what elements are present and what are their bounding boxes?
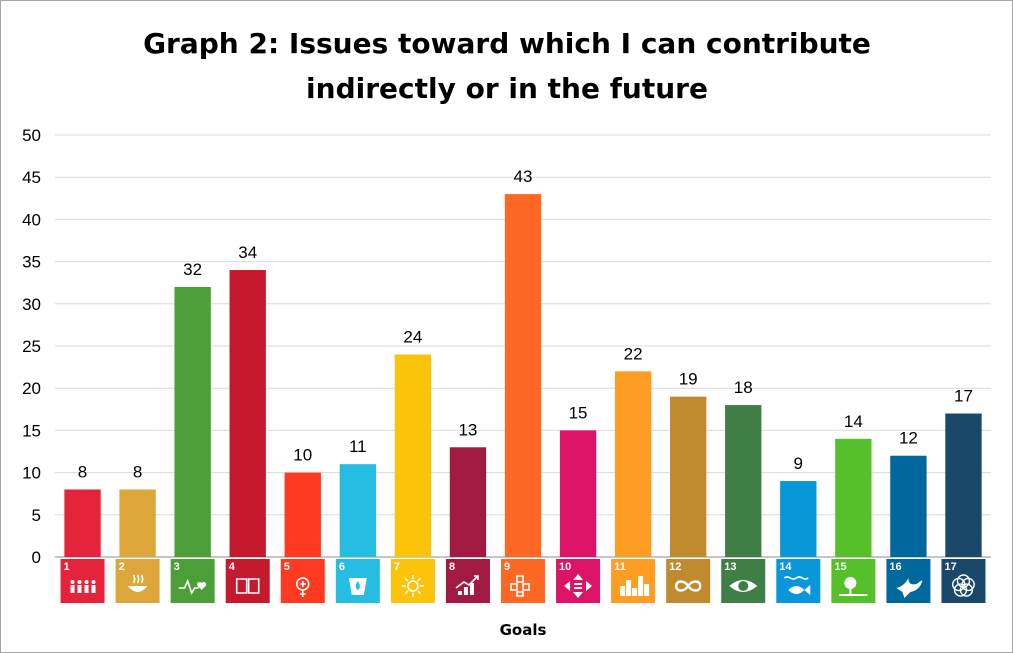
x-tick-label: 13: [724, 561, 736, 573]
x-tick-label: 10: [559, 561, 571, 573]
chart-title-line-2: indirectly or in the future: [306, 72, 708, 105]
bar-goal-12: [670, 396, 707, 557]
y-tick-label: 45: [22, 168, 41, 187]
bar-goal-8: [449, 447, 487, 557]
bar-goal-3: [174, 286, 211, 557]
data-label-goal-8: 13: [458, 420, 477, 439]
x-tick-label: 6: [339, 561, 345, 573]
goal-icons: 1 2 3 4 5 6 7 8 9 10 11 12 13 14 15 16 17: [60, 559, 986, 603]
y-tick-label: 30: [22, 295, 41, 314]
bar-goal-16: [890, 455, 927, 557]
people-icon: 1: [60, 559, 105, 603]
x-tick-label: 5: [284, 561, 290, 573]
bowl-icon: 2: [115, 559, 160, 603]
y-tick-label: 5: [32, 506, 41, 525]
city-icon: 11: [611, 559, 656, 603]
bar-goal-10: [559, 430, 597, 557]
tree-icon: 15: [831, 559, 876, 603]
data-label-goal-15: 14: [844, 412, 863, 431]
bar-goal-1: [64, 489, 101, 557]
x-tick-label: 7: [394, 561, 400, 573]
x-tick-label: 1: [64, 561, 70, 573]
data-label-goal-11: 22: [624, 344, 643, 363]
y-tick-label: 10: [22, 464, 41, 483]
data-label-goal-16: 12: [899, 429, 918, 448]
x-axis-label: Goals: [500, 621, 547, 639]
data-label-goal-3: 32: [183, 260, 202, 279]
data-label-goal-17: 17: [954, 387, 973, 406]
x-tick-label: 12: [669, 561, 681, 573]
data-label-goal-13: 18: [734, 378, 753, 397]
x-tick-label: 8: [449, 561, 455, 573]
data-label-goal-14: 9: [794, 454, 803, 473]
data-label-goal-7: 24: [403, 327, 422, 346]
gender-icon: 5: [280, 559, 325, 603]
chart-title-line-1: Graph 2: Issues toward which I can contr…: [143, 27, 871, 60]
x-tick-label: 11: [614, 561, 626, 573]
sun-icon: 7: [390, 559, 435, 603]
bar-goal-13: [725, 405, 762, 557]
book-icon: 4: [225, 559, 270, 603]
data-label-goal-9: 43: [514, 167, 533, 186]
infinity-icon: 12: [666, 559, 711, 603]
y-tick-label: 0: [32, 548, 41, 567]
data-label-goal-1: 8: [78, 462, 87, 481]
x-tick-label: 9: [504, 561, 510, 573]
x-tick-label: 4: [229, 561, 236, 573]
eye-globe-icon: 13: [721, 559, 766, 603]
data-label-goal-6: 11: [349, 437, 367, 456]
bar-goal-5: [284, 472, 321, 557]
y-tick-label: 40: [22, 210, 41, 229]
x-tick-label: 3: [174, 561, 180, 573]
bar-goal-9: [504, 194, 542, 557]
flower-rings-icon: 17: [941, 559, 986, 603]
x-tick-label: 14: [779, 561, 792, 573]
y-axis-ticks: 0 5 10 15 20 25 30 35 40 45 50: [22, 126, 41, 567]
x-tick-label: 2: [119, 561, 125, 573]
bar-goal-4: [229, 270, 266, 557]
water-drop-icon: 6: [335, 559, 380, 603]
y-tick-label: 25: [22, 337, 41, 356]
y-tick-label: 35: [22, 253, 41, 272]
growth-chart-icon: 8: [445, 559, 490, 603]
bar-goal-17: [945, 413, 982, 557]
heartbeat-icon: 3: [170, 559, 215, 603]
fish-icon: 14: [776, 559, 821, 603]
data-label-goal-2: 8: [133, 462, 142, 481]
bar-goal-2: [119, 489, 156, 557]
bar-goal-11: [614, 371, 652, 557]
data-label-goal-4: 34: [238, 243, 257, 262]
y-tick-label: 20: [22, 379, 41, 398]
x-tick-label: 17: [944, 561, 956, 573]
data-label-goal-5: 10: [293, 446, 312, 465]
x-tick-label: 16: [889, 561, 901, 573]
data-labels: 8 8 32 34 10 11 24 13 43 15 22 19 18 9 14 12 17: [78, 167, 973, 481]
y-tick-label: 50: [22, 126, 41, 145]
data-label-goal-10: 15: [569, 403, 588, 422]
x-tick-label: 15: [834, 561, 846, 573]
equality-arrows-icon: 10: [556, 559, 601, 603]
bar-goal-15: [835, 438, 872, 557]
bar-goal-7: [394, 354, 432, 557]
bar-goal-14: [780, 481, 817, 557]
bars: [64, 194, 982, 557]
data-label-goal-12: 19: [679, 370, 698, 389]
bar-goal-6: [339, 464, 376, 557]
y-tick-label: 15: [22, 421, 41, 440]
dove-icon: 16: [886, 559, 931, 603]
cubes-icon: 9: [501, 559, 545, 603]
